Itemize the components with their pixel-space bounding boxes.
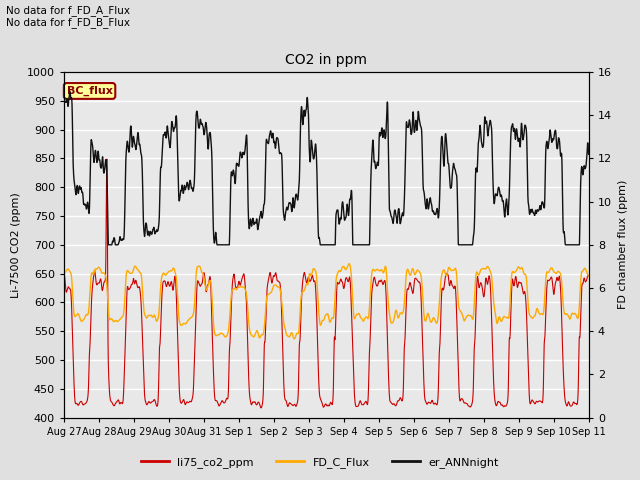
Text: No data for f_FD_A_Flux
No data for f_FD_B_Flux: No data for f_FD_A_Flux No data for f_FD… [6, 5, 131, 28]
Y-axis label: FD chamber flux (ppm): FD chamber flux (ppm) [618, 180, 627, 310]
Legend: li75_co2_ppm, FD_C_Flux, er_ANNnight: li75_co2_ppm, FD_C_Flux, er_ANNnight [136, 452, 504, 472]
Title: CO2 in ppm: CO2 in ppm [285, 53, 367, 67]
Y-axis label: Li-7500 CO2 (ppm): Li-7500 CO2 (ppm) [12, 192, 21, 298]
Text: BC_flux: BC_flux [67, 86, 113, 96]
